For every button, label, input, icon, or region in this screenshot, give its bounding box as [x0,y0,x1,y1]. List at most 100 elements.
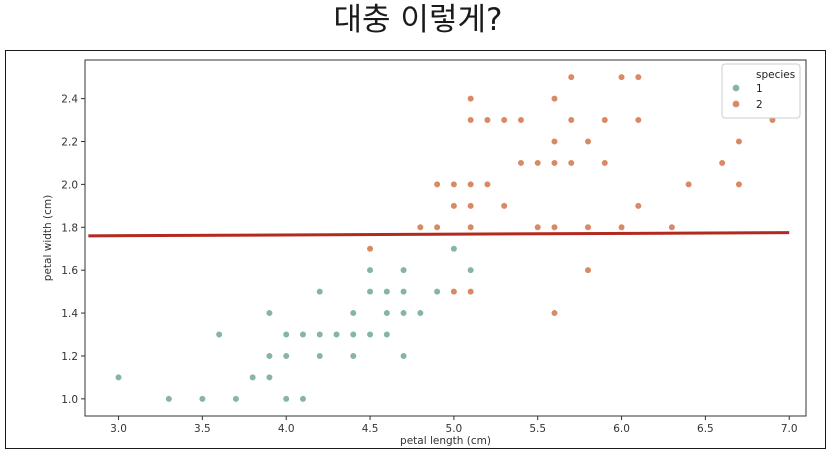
species-1-point [282,352,291,360]
species-1-point [282,330,291,339]
y-tick-label: 1.0 [61,394,78,406]
species-2-point [500,116,508,124]
species-2-point [466,116,475,124]
species-1-point [450,244,458,253]
species-1-point [265,352,274,360]
reference-line [88,231,790,238]
species-2-point [450,287,458,296]
species-1-point [198,395,207,403]
species-1-point [366,266,374,274]
species-1-point [399,309,408,317]
species-1-point [383,287,391,296]
species-2-point [433,180,441,189]
species-2-point [668,223,676,232]
species-2-point [533,223,542,232]
species-2-point [684,180,693,189]
species-1-point [399,352,408,360]
points-layer [114,73,777,403]
y-tick-label: 1.6 [61,265,78,277]
x-tick-label: 6.0 [613,423,630,435]
species-2-point [466,94,475,103]
species-2-point [500,202,508,210]
y-tick-label: 2.4 [61,94,78,106]
species-2-point [466,287,475,296]
species-2-point [600,116,609,124]
species-2-point [600,159,609,167]
species-2-point [567,159,576,167]
species-1-point [366,330,374,339]
legend-label-species-2: 2 [756,99,763,111]
species-2-point [466,223,475,232]
y-tick-label: 1.4 [61,308,78,320]
species-1-point [165,395,173,403]
species-1-point [416,309,425,317]
species-2-point [550,94,559,103]
y-tick-label: 2.2 [61,136,78,148]
species-1-point [265,309,274,317]
reference-line-layer [88,231,790,238]
chart-frame [5,50,826,449]
species-2-point [466,202,475,210]
plot-area-border [84,59,807,417]
species-2-point [617,223,626,232]
species-1-point [399,287,408,296]
species-2-point [450,180,458,189]
species-1-point [399,266,408,274]
species-1-point [349,352,358,360]
legend-label-species-1: 1 [756,83,763,95]
x-tick-label: 5.5 [529,423,546,435]
x-tick-label: 4.0 [278,423,295,435]
species-1-point [315,287,324,296]
species-2-point [617,73,626,81]
y-tick-label: 1.8 [61,222,78,234]
species-1-point [265,373,274,382]
species-2-point [533,159,542,167]
y-tick-label: 2.0 [61,179,78,191]
species-1-point [383,330,391,339]
species-1-point [349,330,358,339]
species-1-point [114,373,123,382]
y-axis-label: petal width (cm) [42,195,54,281]
species-2-point [483,116,492,124]
species-1-point [232,395,240,403]
species-1-point [282,395,291,403]
species-2-point [567,116,576,124]
species-1-point [248,373,257,382]
legend: species 1 2 [721,63,801,119]
species-1-point [299,330,307,339]
species-2-point [416,223,425,232]
species-2-point [550,159,559,167]
species-2-point [584,137,592,146]
species-2-point [483,180,492,189]
species-1-point [466,266,475,274]
species-2-point [634,202,643,210]
x-axis-label: petal length (cm) [400,435,491,447]
x-tick-label: 7.0 [781,423,798,435]
species-1-point [315,352,324,360]
x-tick-label: 3.5 [194,423,211,435]
x-tick-label: 4.5 [362,423,379,435]
species-1-point [349,309,358,317]
species-1-point [383,309,391,317]
x-tick-label: 6.5 [697,423,714,435]
species-2-point [735,137,743,146]
species-2-point [517,159,525,167]
species-1-point [433,287,441,296]
species-1-point [215,330,223,339]
species-2-point [433,223,441,232]
species-2-point [450,202,458,210]
species-2-point [584,223,592,232]
x-tick-label: 5.0 [446,423,463,435]
species-1-point [315,330,324,339]
species-2-point [735,180,743,189]
species-2-point [718,159,726,167]
species-2-point [366,244,374,253]
species-2-point [567,73,576,81]
species-2-point [550,137,559,146]
species-2-point [517,116,525,124]
legend-marker-species-1 [731,83,741,93]
species-2-point [550,223,559,232]
species-2-point [550,309,559,317]
species-1-point [366,287,374,296]
